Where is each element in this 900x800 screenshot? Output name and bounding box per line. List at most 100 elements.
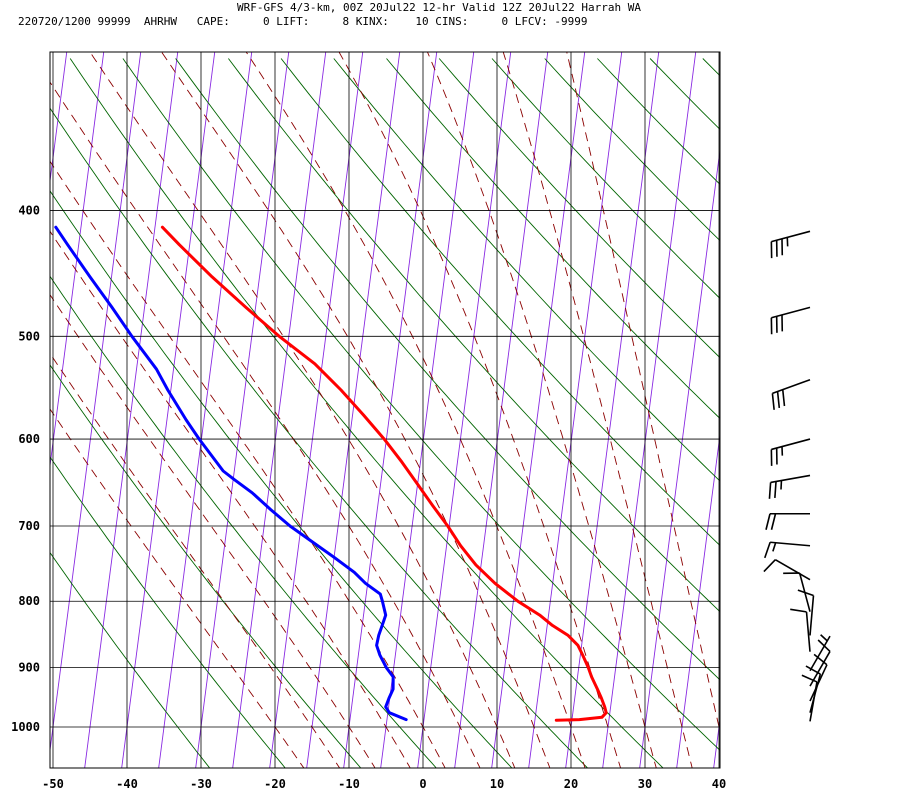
barb-shaft — [771, 230, 811, 243]
isotherm — [454, 52, 549, 768]
isotherm — [751, 52, 844, 768]
barb-feather — [797, 589, 814, 597]
dry-adiabat — [69, 58, 664, 768]
isotherm — [343, 52, 438, 768]
wind-barb — [765, 512, 810, 530]
isotherm — [50, 52, 142, 754]
dry-adiabat — [50, 107, 588, 768]
isotherm — [380, 52, 475, 768]
temperature-trace — [160, 225, 608, 722]
barb-shaft — [771, 306, 811, 319]
dry-adiabat — [50, 456, 286, 768]
wind-barb — [801, 674, 818, 722]
moist-adiabat — [426, 52, 657, 768]
dry-adiabat — [438, 58, 720, 359]
dry-adiabat — [544, 58, 720, 242]
isotherm — [639, 146, 720, 768]
barb-feather — [768, 482, 772, 499]
barb-feather — [765, 513, 771, 530]
wind-barb — [770, 306, 811, 335]
moist-adiabat — [245, 52, 586, 768]
dry-adiabat — [280, 58, 720, 547]
isotherm — [50, 52, 68, 185]
barb-feather — [763, 559, 776, 573]
isotherm — [528, 52, 623, 768]
dry-adiabat — [491, 58, 720, 300]
isotherm — [84, 52, 179, 768]
wind-barb — [809, 634, 831, 672]
isotherm — [602, 52, 697, 768]
barb-shaft — [771, 438, 811, 451]
isotherm — [491, 52, 586, 768]
isotherm — [306, 52, 401, 768]
axis-labels: 400 500 600 700 800 900 1000 -50 -40 -30 -20 -10 0 10… — [11, 204, 726, 791]
moist-adiabat — [502, 52, 693, 768]
temperature-tick-label: -50 — [42, 777, 64, 791]
moist-adiabat — [338, 52, 622, 768]
pressure-tick-label: 400 — [18, 204, 40, 218]
dry-adiabat — [333, 58, 720, 482]
dry-adiabat — [702, 58, 720, 77]
barb-feather — [805, 665, 821, 675]
wind-barb — [770, 230, 811, 259]
barb-feather — [790, 608, 807, 613]
barb-feather — [771, 393, 775, 410]
dry-adiabat — [597, 58, 720, 185]
pressure-tick-label: 1000 — [11, 720, 40, 734]
wind-barbs — [763, 230, 831, 722]
temperature-tick-label: 10 — [490, 777, 504, 791]
barb-feather — [817, 639, 831, 653]
moist-adiabat — [89, 52, 516, 768]
sounding-indices: 220720/1200 99999 AHRHW CAPE: 0 LIFT: 8 … — [18, 15, 588, 28]
pressure-tick-label: 500 — [18, 329, 40, 343]
barb-feather — [764, 541, 771, 559]
barb-feather — [813, 653, 828, 666]
moist-adiabat — [50, 81, 481, 768]
barb-half-feather — [820, 634, 828, 642]
barb-shaft — [772, 378, 811, 395]
moist-adiabat — [50, 160, 446, 768]
isotherm — [788, 52, 881, 768]
isotherm — [50, 52, 105, 469]
pressure-tick-label: 600 — [18, 432, 40, 446]
isotherm — [158, 52, 253, 768]
barb-shaft — [770, 474, 811, 484]
isotherm — [232, 52, 327, 768]
dry-adiabat — [50, 551, 211, 768]
wind-barb — [790, 608, 811, 652]
pressure-tick-label: 900 — [18, 661, 40, 675]
moist-adiabat — [50, 352, 341, 768]
barb-feather — [770, 513, 777, 530]
moist-adiabat — [50, 230, 411, 768]
barb-half-feather — [772, 542, 777, 552]
isotherm — [195, 52, 290, 768]
barb-shaft — [809, 595, 815, 636]
barb-shaft — [809, 681, 818, 722]
temperature-tick-label: 20 — [564, 777, 578, 791]
dry-adiabat — [50, 190, 513, 768]
temperature-tick-label: 0 — [419, 777, 426, 791]
grid — [50, 52, 720, 768]
barb-shaft — [770, 541, 811, 547]
wind-barb — [771, 378, 811, 410]
isotherm — [417, 52, 512, 768]
dry-adiabat — [175, 58, 720, 681]
wind-barb — [764, 541, 811, 559]
isotherm — [121, 52, 216, 768]
temperature-tick-label: 40 — [712, 777, 726, 791]
dry-adiabat — [756, 59, 900, 769]
dry-adiabat — [122, 58, 720, 751]
pressure-tick-label: 800 — [18, 594, 40, 608]
dewpoint-trace — [54, 225, 408, 722]
dry-adiabat — [228, 58, 720, 613]
isotherm — [676, 431, 720, 768]
moist-adiabat — [50, 408, 305, 768]
barb-shaft — [809, 635, 831, 672]
dry-adiabat — [649, 58, 720, 131]
isotherm — [269, 52, 364, 768]
dry-adiabat — [50, 364, 362, 768]
temperature-tick-label: -40 — [116, 777, 138, 791]
barb-feather — [801, 674, 818, 683]
background-lines — [50, 52, 900, 769]
